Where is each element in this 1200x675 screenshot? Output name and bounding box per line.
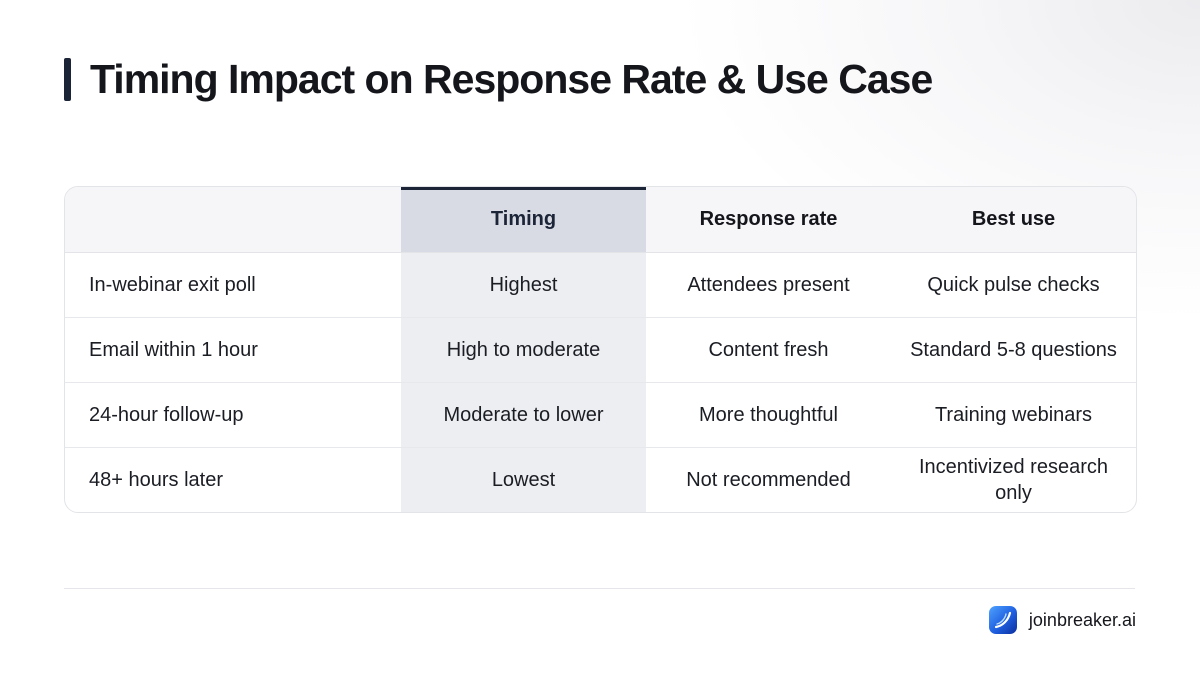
swoosh-logo-icon: [988, 606, 1017, 634]
timing-cell: Moderate to lower: [401, 382, 646, 448]
row-label: 48+ hours later: [89, 468, 223, 491]
header-cell-best-use: Best use: [891, 187, 1136, 253]
row-label: In-webinar exit poll: [65, 252, 401, 318]
page-title: Timing Impact on Response Rate & Use Cas…: [90, 56, 933, 102]
header-cell-response-rate: Response rate: [646, 187, 891, 253]
table-row: 24-hour follow-up Moderate to lower More…: [65, 382, 1136, 448]
response-rate-cell: More thoughtful: [646, 382, 891, 448]
response-rate-cell: Attendees present: [646, 252, 891, 318]
header-cell-empty: [65, 187, 401, 253]
brand-footer[interactable]: joinbreaker.ai: [988, 606, 1136, 634]
brand-name: joinbreaker.ai: [1028, 609, 1136, 630]
best-use-cell: Training webinars: [891, 382, 1136, 448]
header-cell-timing: Timing: [401, 187, 646, 253]
row-label: 24-hour follow-up: [65, 382, 401, 448]
comparison-table: Timing Response rate Best use In-webinar…: [64, 186, 1137, 513]
footer-divider: [64, 588, 1135, 589]
table-row: Email within 1 hour High to moderate Con…: [65, 317, 1136, 383]
best-use-cell: Standard 5-8 questions: [891, 317, 1136, 383]
row-label: Email within 1 hour: [65, 317, 401, 383]
title-accent-bar: [64, 58, 71, 101]
timing-cell: Lowest: [401, 447, 646, 512]
timing-cell: High to moderate: [401, 317, 646, 383]
response-rate-cell: Not recommended: [686, 468, 851, 491]
best-use-cell: Incentivized research only: [919, 455, 1108, 504]
response-rate-cell: Content fresh: [646, 317, 891, 383]
timing-cell: Highest: [401, 252, 646, 318]
table-row: 48+ hours later Lowest Not recommended I…: [65, 447, 1136, 512]
table-row: In-webinar exit poll Highest Attendees p…: [65, 252, 1136, 318]
table-header-row: Timing Response rate Best use: [65, 187, 1136, 253]
best-use-cell: Quick pulse checks: [891, 252, 1136, 318]
